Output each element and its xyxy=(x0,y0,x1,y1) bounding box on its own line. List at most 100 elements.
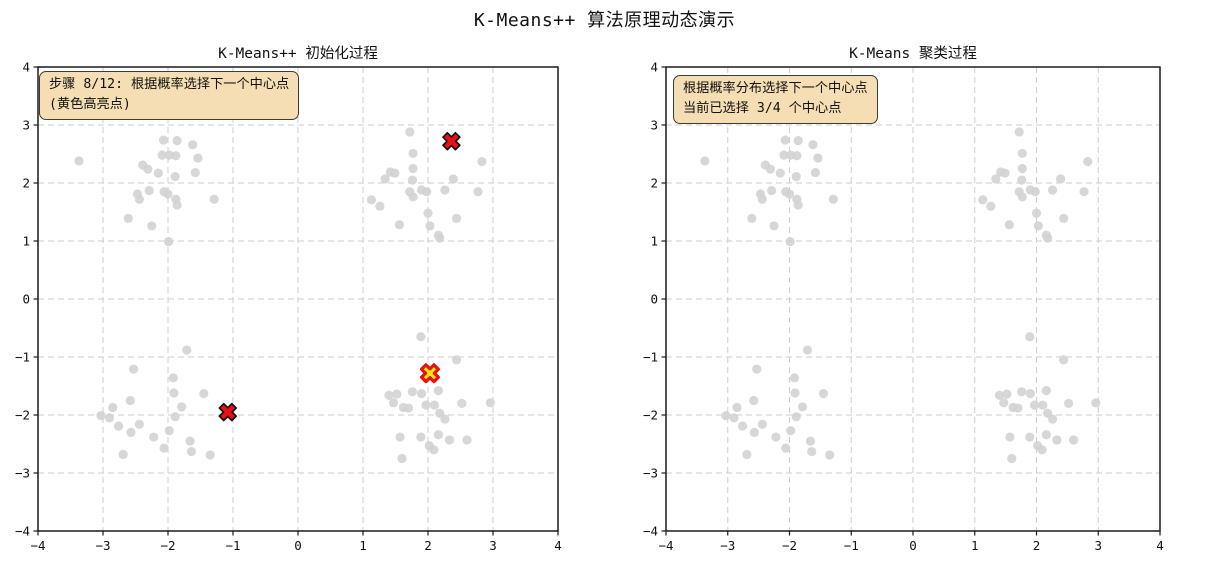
scatter-point xyxy=(457,398,467,408)
scatter-point xyxy=(190,167,200,178)
scatter-point xyxy=(433,386,443,396)
scatter-point xyxy=(186,446,196,457)
y-tick-label: −2 xyxy=(15,408,30,423)
scatter-point xyxy=(1014,127,1024,137)
scatter-point xyxy=(1041,430,1051,440)
scatter-point xyxy=(991,174,1001,184)
scatter-point xyxy=(380,174,390,184)
scatter-point xyxy=(1017,148,1027,159)
scatter-point xyxy=(828,194,838,204)
scatter-point xyxy=(429,445,439,455)
scatter-point xyxy=(408,148,418,159)
scatter-point xyxy=(104,413,115,423)
scatter-point xyxy=(779,150,789,160)
scatter-point xyxy=(1033,221,1043,231)
scatter-point xyxy=(802,345,813,355)
y-tick-label: −4 xyxy=(15,524,30,539)
scatter-point xyxy=(1064,398,1074,408)
scatter-point xyxy=(1043,408,1053,418)
scatter-point xyxy=(143,164,153,174)
scatter-point xyxy=(421,400,431,410)
scatter-point xyxy=(126,427,136,437)
scatter-point xyxy=(737,421,748,431)
scatter-point xyxy=(790,388,800,398)
x-tick-label: −3 xyxy=(720,538,735,553)
scatter-point xyxy=(462,435,472,445)
scatter-point xyxy=(793,136,803,146)
scatter-point xyxy=(473,187,483,197)
scatter-point xyxy=(797,402,808,412)
scatter-point xyxy=(172,200,182,210)
scatter-point xyxy=(789,373,800,383)
scatter-point xyxy=(408,163,418,174)
x-tick-label: −1 xyxy=(225,538,240,553)
annotation-line-2: 当前已选择 3/4 个中心点 xyxy=(683,100,842,116)
scatter-point xyxy=(1025,432,1035,442)
annotation-line-1: 步骤 8/12: 根据概率选择下一个中心点 xyxy=(49,77,290,92)
y-tick-label: 0 xyxy=(650,292,658,307)
right-plot-canvas: −4 −3 −2 −1 0 1 2 3 4 −4 −3 −2 −1 0 1 2 3 4 K-Means 聚类过程 xyxy=(643,45,1164,553)
scatter-point xyxy=(791,412,801,422)
scatter-point xyxy=(397,453,407,464)
scatter-point xyxy=(1031,208,1042,218)
selected-centroid-x-marker xyxy=(442,131,461,151)
scatter-point xyxy=(199,388,209,399)
scatter-point xyxy=(172,136,182,146)
scatter-point xyxy=(808,140,818,150)
scatter-point xyxy=(1083,156,1093,167)
scatter-point xyxy=(193,153,203,163)
scatter-point xyxy=(171,151,181,161)
x-tick-label: 3 xyxy=(1094,538,1102,553)
y-tick-label: −2 xyxy=(643,408,658,423)
scatter-point xyxy=(168,373,178,383)
scatter-point xyxy=(159,443,169,453)
scatter-point xyxy=(144,185,154,196)
scatter-point xyxy=(1079,187,1089,197)
scatter-point xyxy=(986,201,996,211)
scatter-point xyxy=(700,156,710,166)
scatter-point xyxy=(999,398,1009,408)
y-tick-label: −4 xyxy=(643,524,658,539)
scatter-point xyxy=(780,135,790,145)
scatter-point xyxy=(125,395,135,406)
scatter-point xyxy=(766,185,777,196)
scatter-point xyxy=(366,195,377,205)
scatter-point xyxy=(177,402,187,412)
scatter-point xyxy=(742,449,752,460)
scatter-point xyxy=(149,432,159,442)
y-tick-label: −3 xyxy=(643,466,658,481)
scatter-point xyxy=(164,426,174,436)
left-plot-canvas: −4 −3 −2 −1 0 1 2 3 4 −4 −3 −2 −1 0 1 2 3 4 K-Means++ 初始化过… xyxy=(15,45,562,553)
x-tick-label: 2 xyxy=(1033,538,1041,553)
scatter-point xyxy=(1037,445,1047,455)
scatter-point xyxy=(807,446,817,457)
scatter-point xyxy=(123,213,133,223)
scatter-point xyxy=(435,233,445,243)
scatter-point xyxy=(114,421,124,431)
scatter-point xyxy=(784,189,795,199)
scatter-point xyxy=(747,213,757,223)
scatter-point xyxy=(1017,387,1027,397)
scatter-point xyxy=(1055,174,1066,184)
scatter-point xyxy=(1068,435,1079,445)
y-tick-label: 1 xyxy=(650,234,658,249)
scatter-point xyxy=(1030,187,1040,197)
scatter-point xyxy=(392,389,402,399)
left-annotation-box: 步骤 8/12: 根据概率选择下一个中心点 (黄色高亮点) xyxy=(39,71,300,120)
y-tick-label: 1 xyxy=(22,234,30,249)
y-tick-label: 2 xyxy=(22,176,30,191)
scatter-point xyxy=(408,192,418,202)
scatter-point xyxy=(128,364,139,374)
x-tick-label: −4 xyxy=(658,538,673,553)
scatter-point xyxy=(1025,388,1035,399)
scatter-point xyxy=(810,167,821,178)
y-tick-label: 4 xyxy=(650,60,658,75)
y-tick-label: 2 xyxy=(650,176,658,191)
scatter-point xyxy=(729,413,739,423)
scatter-point xyxy=(416,332,426,342)
scatter-point xyxy=(485,398,495,408)
scatter-point xyxy=(416,432,426,442)
candidate-centroid-x-marker xyxy=(419,363,440,384)
scatter-point xyxy=(452,355,462,365)
scatter-point xyxy=(169,388,179,398)
